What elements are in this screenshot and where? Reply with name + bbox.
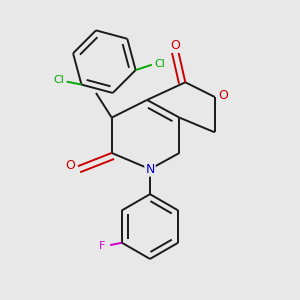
Text: O: O (170, 39, 180, 52)
Text: O: O (66, 159, 75, 172)
Text: Cl: Cl (53, 75, 64, 85)
Text: F: F (99, 241, 105, 251)
Text: N: N (145, 163, 155, 176)
Text: O: O (219, 89, 229, 102)
Text: Cl: Cl (154, 58, 165, 69)
